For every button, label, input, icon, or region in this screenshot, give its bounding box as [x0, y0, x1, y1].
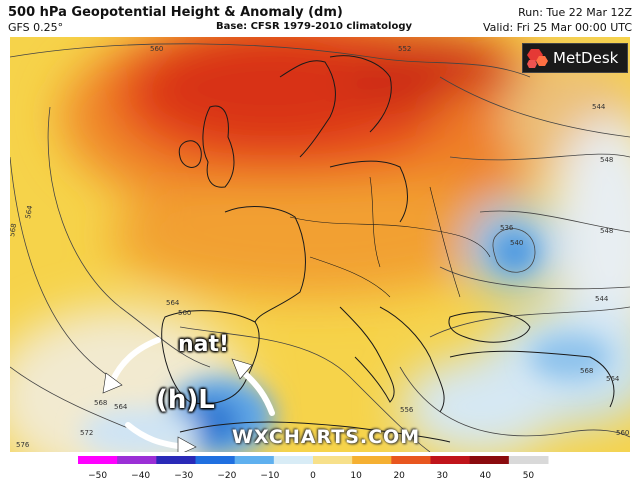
colorbar-tick-label: 0 — [310, 471, 316, 481]
colorbar-ticks: −50 −40 −30 −20 −10 0 10 20 30 40 50 — [88, 471, 534, 481]
colorbar-swatch — [156, 456, 196, 464]
contour-label: 560 — [616, 429, 629, 437]
colorbar-swatches — [78, 456, 549, 464]
arrow-west-icon — [109, 337, 161, 385]
contour-label: 564 — [114, 403, 128, 411]
arrowhead-north-icon — [231, 358, 253, 380]
contour-label: 576 — [16, 441, 30, 449]
annotation-low: (h)L — [156, 385, 215, 415]
colorbar-swatch — [430, 456, 471, 464]
colorbar-swatch — [273, 456, 314, 464]
contour-label: 564 — [166, 299, 180, 307]
arrow-north-icon — [239, 368, 275, 416]
colorbar-swatch — [469, 456, 510, 464]
contour-label: 544 — [595, 295, 609, 303]
anomaly-field: 560 564 568 552 544 548 536 540 548 544 … — [10, 37, 630, 452]
contour-label: 536 — [500, 224, 514, 232]
model-label: GFS 0.25° — [8, 21, 64, 34]
run-label: Run: Tue 22 Mar 12Z — [518, 6, 632, 19]
colorbar: −50 −40 −30 −20 −10 0 10 20 30 40 50 — [78, 456, 549, 481]
colorbar-swatch — [391, 456, 431, 464]
contour-label: 568 — [580, 367, 593, 375]
watermark: WXCHARTS.COM — [232, 426, 421, 448]
metdesk-logo: MetDesk — [522, 43, 628, 73]
contour-label: 544 — [592, 103, 606, 111]
arrowhead-west-icon — [102, 372, 123, 394]
colorbar-swatch — [195, 456, 236, 464]
colorbar-tick-label: −40 — [131, 471, 150, 481]
coastlines — [161, 55, 615, 443]
colorbar-swatch — [78, 456, 118, 464]
contour-label: 564 — [606, 375, 620, 383]
contour-label: 564 — [24, 204, 34, 219]
contour-label: 572 — [80, 429, 93, 437]
valid-label: Valid: Fri 25 Mar 00:00 UTC — [482, 21, 632, 34]
anomaly-map: 560 564 568 552 544 548 536 540 548 544 … — [10, 37, 630, 452]
colorbar-tick-label: 10 — [350, 471, 362, 481]
colorbar-swatch — [352, 456, 392, 464]
annotation-nat: nat! — [178, 332, 230, 357]
arrowhead-south-icon — [177, 436, 197, 452]
colorbar-tick-label: −10 — [260, 471, 279, 481]
colorbar-tick-label: −50 — [88, 471, 107, 481]
contour-label: 548 — [600, 156, 613, 164]
contour-label: 568 — [94, 399, 107, 407]
chart-title: 500 hPa Geopotential Height & Anomaly (d… — [8, 5, 343, 20]
logo-text: MetDesk — [553, 49, 619, 67]
contour-labels: 560 564 568 552 544 548 536 540 548 544 … — [10, 45, 629, 449]
contour-label: 540 — [510, 239, 523, 247]
colorbar-swatch — [313, 456, 353, 464]
base-label: Base: CFSR 1979-2010 climatology — [216, 21, 413, 32]
contour-label: 548 — [600, 227, 613, 235]
colorbar-swatch — [117, 456, 157, 464]
colorbar-swatch — [508, 456, 549, 464]
colorbar-tick-label: −30 — [174, 471, 193, 481]
chart-header: 500 hPa Geopotential Height & Anomaly (d… — [0, 0, 640, 36]
contour-label: 556 — [400, 406, 414, 414]
colorbar-tick-label: 20 — [393, 471, 405, 481]
colorbar-tick-label: −20 — [217, 471, 236, 481]
height-contours — [10, 43, 630, 452]
colorbar-swatch — [234, 456, 275, 464]
contour-label: 560 — [178, 309, 191, 317]
contour-label: 552 — [398, 45, 411, 53]
metdesk-logo-icon — [527, 49, 548, 68]
colorbar-tick-label: 40 — [480, 471, 492, 481]
colorbar-tick-label: 30 — [437, 471, 449, 481]
contour-label: 560 — [150, 45, 163, 53]
colorbar-tick-label: 50 — [523, 471, 535, 481]
contour-label: 568 — [10, 223, 18, 238]
